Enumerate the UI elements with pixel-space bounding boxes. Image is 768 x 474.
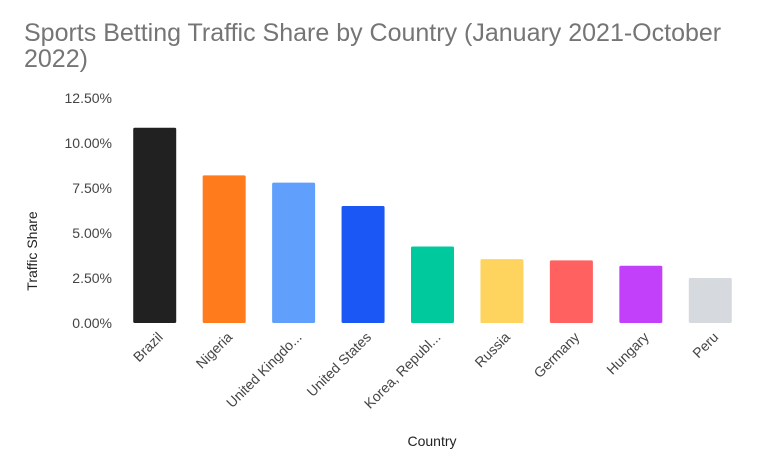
x-tick-label: Hungary bbox=[603, 329, 652, 378]
x-tick-label: Russia bbox=[471, 329, 513, 371]
x-tick-label: Brazil bbox=[130, 329, 166, 365]
y-axis-label: Traffic Share bbox=[24, 211, 40, 291]
bar[interactable] bbox=[133, 127, 177, 323]
bar[interactable] bbox=[549, 260, 593, 323]
chart-title: Sports Betting Traffic Share by Country … bbox=[24, 19, 722, 73]
x-tick-label: United Kingdo... bbox=[223, 329, 305, 411]
bar[interactable] bbox=[272, 182, 316, 323]
x-tick-label: Peru bbox=[689, 329, 721, 361]
y-axis-ticks: 0.00% 2.50% 5.00% 7.50% 10.00% 12.50% bbox=[65, 90, 112, 331]
y-tick-label: 2.50% bbox=[72, 270, 112, 286]
y-tick-label: 0.00% bbox=[72, 315, 112, 331]
y-tick-label: 5.00% bbox=[72, 225, 112, 241]
x-axis-label: Country bbox=[407, 433, 456, 449]
x-tick-label: United States bbox=[303, 329, 374, 400]
bar[interactable] bbox=[619, 265, 663, 323]
bar[interactable] bbox=[688, 278, 732, 323]
y-tick-label: 7.50% bbox=[72, 180, 112, 196]
x-tick-label: Germany bbox=[530, 329, 582, 381]
x-tick-label: Korea, Republ... bbox=[361, 329, 444, 412]
y-tick-label: 10.00% bbox=[65, 135, 112, 151]
y-tick-label: 12.50% bbox=[65, 90, 112, 106]
bar[interactable] bbox=[202, 175, 246, 323]
bars bbox=[133, 127, 732, 324]
bar[interactable] bbox=[411, 246, 454, 324]
x-tick-label: Nigeria bbox=[193, 329, 236, 372]
bar[interactable] bbox=[480, 259, 524, 323]
bar[interactable] bbox=[341, 206, 385, 323]
